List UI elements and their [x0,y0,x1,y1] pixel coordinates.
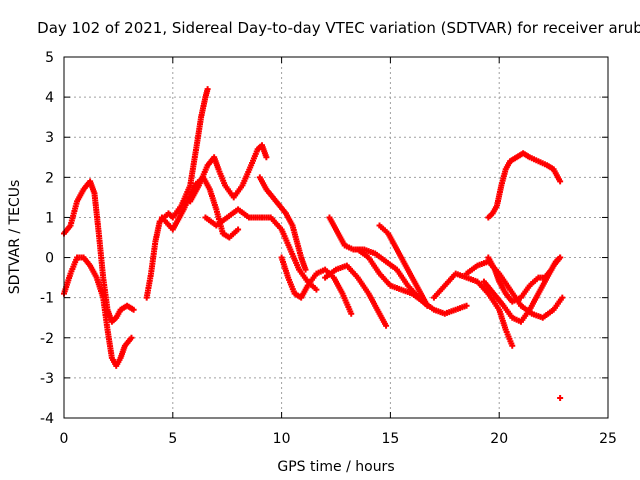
data-point [557,254,564,261]
x-tick-label: 20 [490,431,508,447]
y-tick-label: 4 [45,90,54,106]
data-point [302,266,309,273]
y-tick-label: -3 [40,371,54,387]
data-point [130,306,137,313]
data-point [509,342,516,349]
y-tick-label: 3 [45,130,54,146]
x-tick-label: 15 [381,431,399,447]
data-point [383,322,390,329]
axis-ticks: 0 5 10 15 20 25 -4 -3 -2 -1 0 1 2 3 4 5 [40,50,617,447]
data-points [61,86,566,401]
y-tick-label: 2 [45,170,54,186]
y-tick-label: 1 [45,210,54,226]
data-point [348,310,355,317]
x-tick-label: 25 [599,431,617,447]
data-point [204,86,211,93]
y-tick-label: 0 [45,251,54,267]
data-point [128,334,135,341]
plot-frame [63,56,609,419]
x-tick-label: 0 [60,431,69,447]
data-point [557,394,564,401]
y-axis-label: SDTVAR / TECUs [7,180,23,295]
data-point [263,154,270,161]
grid-lines [64,57,608,418]
y-tick-label: -1 [40,291,54,307]
data-point [313,286,320,293]
y-tick-label: -2 [40,331,54,347]
data-point [559,294,566,301]
x-tick-label: 5 [168,431,177,447]
x-axis-label: GPS time / hours [277,459,394,475]
y-tick-label: 5 [45,50,54,66]
x-tick-label: 10 [273,431,291,447]
data-point [557,178,564,185]
y-tick-label: -4 [40,411,54,427]
chart-title: Day 102 of 2021, Sidereal Day-to-day VTE… [37,19,640,37]
data-point [235,226,242,233]
data-point [463,302,470,309]
